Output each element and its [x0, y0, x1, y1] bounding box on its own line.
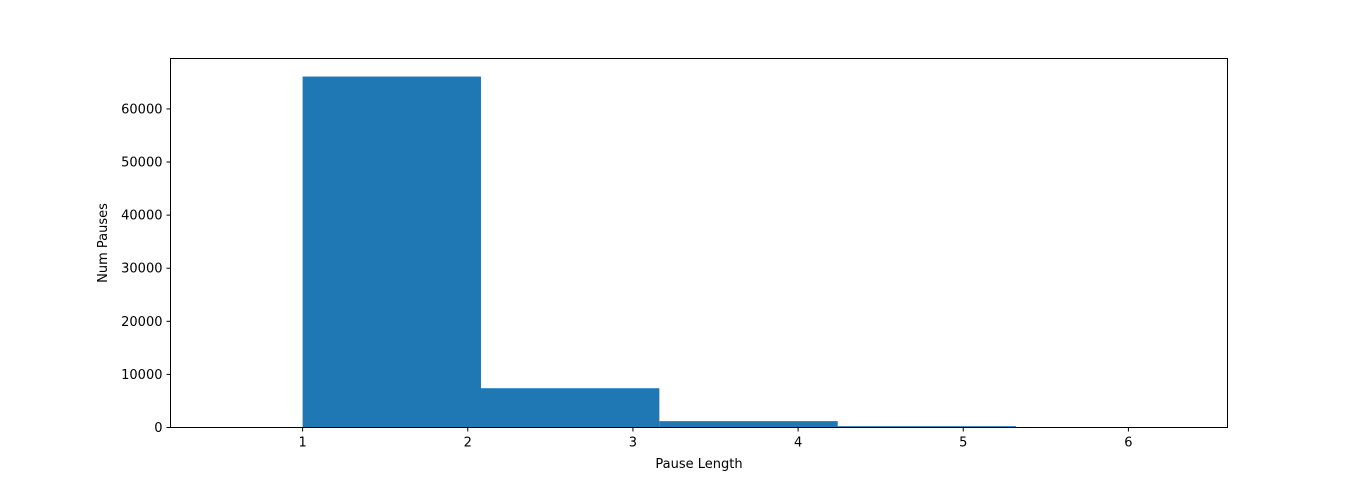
y-axis-ticks: 0 10000 20000 30000 40000 50000 60000: [121, 102, 171, 436]
histogram-bar-4: [837, 426, 1017, 428]
histogram-bar-3: [659, 421, 838, 428]
y-tick-label: 10000: [121, 368, 162, 383]
y-tick-label: 20000: [121, 315, 162, 330]
y-tick-label: 40000: [121, 209, 162, 224]
histogram-bar-2: [480, 388, 660, 428]
x-tick-label: 3: [629, 436, 637, 451]
x-axis-ticks: 1 2 3 4 5 6: [298, 427, 1133, 451]
x-tick-label: 1: [298, 436, 306, 451]
y-tick-label: 60000: [121, 102, 162, 117]
y-tick-label: 50000: [121, 156, 162, 171]
x-tick-label: 2: [464, 436, 472, 451]
x-axis-label: Pause Length: [655, 457, 742, 472]
plot-frame: [170, 58, 1228, 428]
y-tick-label: 30000: [121, 262, 162, 277]
x-tick-label: 5: [959, 436, 967, 451]
y-tick-label: 0: [154, 421, 162, 436]
bars-group: [302, 76, 1195, 428]
histogram-bar-1: [302, 76, 481, 428]
y-axis-label: Num Pauses: [96, 203, 111, 283]
x-tick-label: 6: [1124, 436, 1132, 451]
x-tick-label: 4: [794, 436, 802, 451]
